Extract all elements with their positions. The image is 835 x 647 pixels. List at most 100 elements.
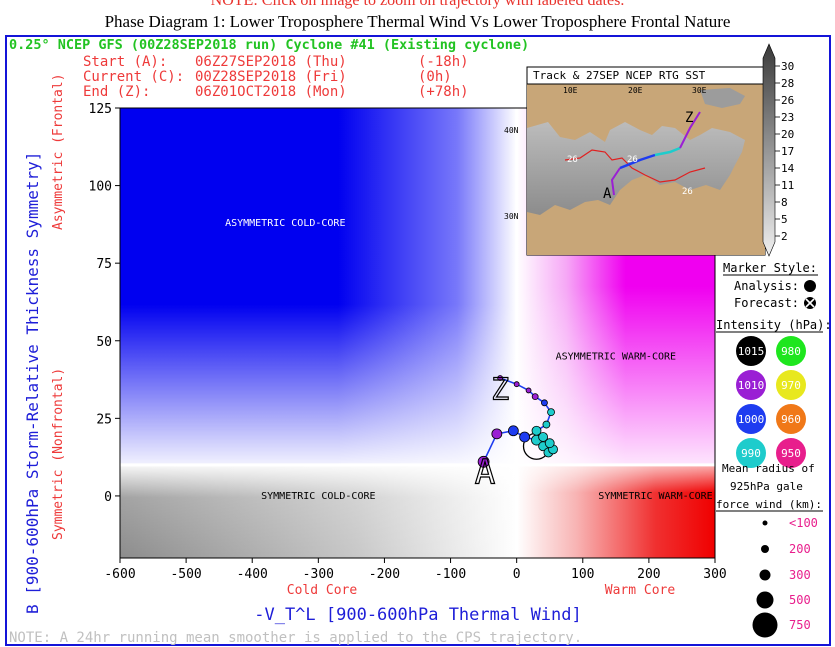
trajectory-point bbox=[497, 375, 504, 381]
warm-core-label: Warm Core bbox=[605, 583, 676, 598]
trajectory-point bbox=[541, 399, 548, 407]
inset-map[interactable]: A Z Track & 27SEP NCEP RTG SST 10E 20E 3… bbox=[504, 66, 766, 256]
sym-cold-region-fade bbox=[120, 464, 517, 558]
intensity-swatch bbox=[776, 404, 806, 434]
inset-lat-30n: 30N bbox=[504, 212, 519, 221]
trajectory-point bbox=[531, 425, 542, 436]
trajectory: AZ bbox=[474, 372, 558, 493]
x-tick-label: 300 bbox=[703, 567, 726, 582]
x-tick-label: -400 bbox=[237, 567, 268, 582]
current-offset: (0h) bbox=[418, 69, 452, 85]
bottom-note: NOTE: A 24hr running mean smoother is ap… bbox=[9, 630, 582, 646]
inset-letter-a: A bbox=[603, 186, 612, 202]
colorbar-tick-label: 8 bbox=[781, 196, 788, 209]
radius-marker bbox=[761, 545, 769, 553]
page-title: Phase Diagram 1: Lower Troposphere Therm… bbox=[104, 12, 731, 31]
colorbar-tick-label: 23 bbox=[781, 111, 794, 124]
start-current-end: Start (A): 06Z27SEP2018 (Thu) (-18h) Cur… bbox=[83, 54, 469, 100]
intensity-value: 990 bbox=[741, 447, 761, 460]
trajectory-point bbox=[513, 381, 520, 388]
intensity-value: 970 bbox=[781, 379, 801, 392]
intensity-swatch bbox=[736, 404, 766, 434]
colorbar-tick-label: 14 bbox=[781, 162, 795, 175]
intensity-value: 950 bbox=[781, 447, 801, 460]
y-axis-title: B [900-600hPa Storm-Relative Thickness S… bbox=[23, 152, 42, 614]
radius-title: 925hPa gale bbox=[730, 480, 803, 493]
inset-sst-label: 26 bbox=[567, 155, 578, 165]
x-tick-label: -500 bbox=[170, 567, 201, 582]
current-label: Current (C): bbox=[83, 69, 184, 85]
trajectory-point bbox=[547, 408, 555, 417]
colorbar-tick-label: 30 bbox=[781, 60, 794, 73]
end-letter-z: Z bbox=[491, 373, 509, 408]
trajectory-point bbox=[544, 438, 555, 449]
sst-colorbar-ticks: 30 28 26 23 20 17 14 11 8 5 2 bbox=[775, 60, 795, 243]
end-offset: (+78h) bbox=[418, 84, 469, 100]
marker-style-title: Marker Style: bbox=[723, 261, 817, 275]
plot-border bbox=[119, 107, 716, 559]
asymmetric-frontal-label: Asymmetric (Frontal) bbox=[51, 73, 66, 230]
intensity-swatch bbox=[736, 438, 766, 468]
cold-core-label: Cold Core bbox=[287, 583, 358, 598]
intensity-value: 1000 bbox=[738, 413, 765, 426]
colorbar-tick-label: 11 bbox=[781, 179, 794, 192]
legend: Marker Style: Analysis: Forecast: Intens… bbox=[716, 261, 832, 638]
radius-marker bbox=[756, 591, 774, 609]
intensity-swatch bbox=[736, 336, 766, 366]
quadrant-label-asym-cold: ASYMMETRIC COLD-CORE bbox=[225, 218, 345, 229]
intensity-swatch bbox=[776, 336, 806, 366]
y-tick-label: 125 bbox=[89, 102, 112, 117]
radius-label: 200 bbox=[789, 542, 811, 556]
trajectory-point bbox=[531, 393, 539, 401]
top-note[interactable]: NOTE: Click on image to zoom on trajecto… bbox=[210, 0, 625, 9]
forecast-marker-icon bbox=[804, 297, 816, 309]
quadrant-label-asym-warm: ASYMMETRIC WARM-CORE bbox=[556, 351, 676, 362]
x-tick-label: -300 bbox=[303, 567, 334, 582]
trajectory-point bbox=[477, 455, 490, 468]
quadrant-label-sym-warm: SYMMETRIC WARM-CORE bbox=[598, 491, 712, 502]
analysis-marker-icon bbox=[804, 280, 816, 292]
colorbar-tick-label: 26 bbox=[781, 94, 794, 107]
start-offset: (-18h) bbox=[418, 54, 469, 70]
start-label: Start (A): bbox=[83, 54, 167, 70]
inset-letter-z: Z bbox=[685, 110, 693, 126]
analysis-label: Analysis: bbox=[734, 279, 799, 293]
colorbar-tick-label: 2 bbox=[781, 230, 788, 243]
figure-frame[interactable] bbox=[5, 35, 831, 646]
y-tick-label: 100 bbox=[89, 180, 112, 195]
inset-black-sea bbox=[700, 88, 745, 108]
intensity-swatch bbox=[776, 438, 806, 468]
y-tick-label: 50 bbox=[96, 335, 112, 350]
inset-lon-10e: 10E bbox=[563, 86, 578, 95]
trajectory-point bbox=[519, 431, 530, 443]
y-tick-label: 75 bbox=[96, 257, 112, 272]
y-tick-label: 0 bbox=[104, 490, 112, 505]
x-tick-label: -200 bbox=[369, 567, 400, 582]
start-date: 06Z27SEP2018 (Thu) bbox=[195, 54, 347, 70]
quadrant-label-sym-cold: SYMMETRIC COLD-CORE bbox=[261, 491, 375, 502]
radius-label: 500 bbox=[789, 593, 811, 607]
inset-lon-20e: 20E bbox=[628, 86, 643, 95]
intensity-swatch bbox=[736, 370, 766, 400]
axes: -600 -500 -400 -300 -200 -100 0 100 200 300 0 25 50 7… bbox=[89, 102, 727, 582]
trajectory-point bbox=[507, 425, 519, 437]
colorbar-tick-label: 28 bbox=[781, 77, 794, 90]
trajectory-point bbox=[542, 420, 551, 429]
colorbar-tick-label: 20 bbox=[781, 128, 794, 141]
intensity-legend: 1015 980 1010 970 1000 960 990 950 bbox=[736, 336, 806, 468]
inset-sst-26-contour bbox=[564, 149, 706, 183]
x-tick-label: 100 bbox=[571, 567, 594, 582]
intensity-value: 1015 bbox=[738, 345, 765, 358]
forecast-label: Forecast: bbox=[734, 296, 799, 310]
colorbar-tick-label: 5 bbox=[781, 213, 788, 226]
asym-cold-region-fade bbox=[120, 108, 517, 465]
current-date: 00Z28SEP2018 (Fri) bbox=[195, 69, 347, 85]
end-date: 06Z01OCT2018 (Mon) bbox=[195, 84, 347, 100]
sym-warm-region-fade bbox=[516, 464, 715, 558]
inset-track-blue bbox=[619, 153, 656, 170]
intensity-value: 960 bbox=[781, 413, 801, 426]
inset-lat-40n: 40N bbox=[504, 126, 519, 135]
inset-track-purple bbox=[610, 167, 621, 196]
colorbar-tick-label: 17 bbox=[781, 145, 794, 158]
